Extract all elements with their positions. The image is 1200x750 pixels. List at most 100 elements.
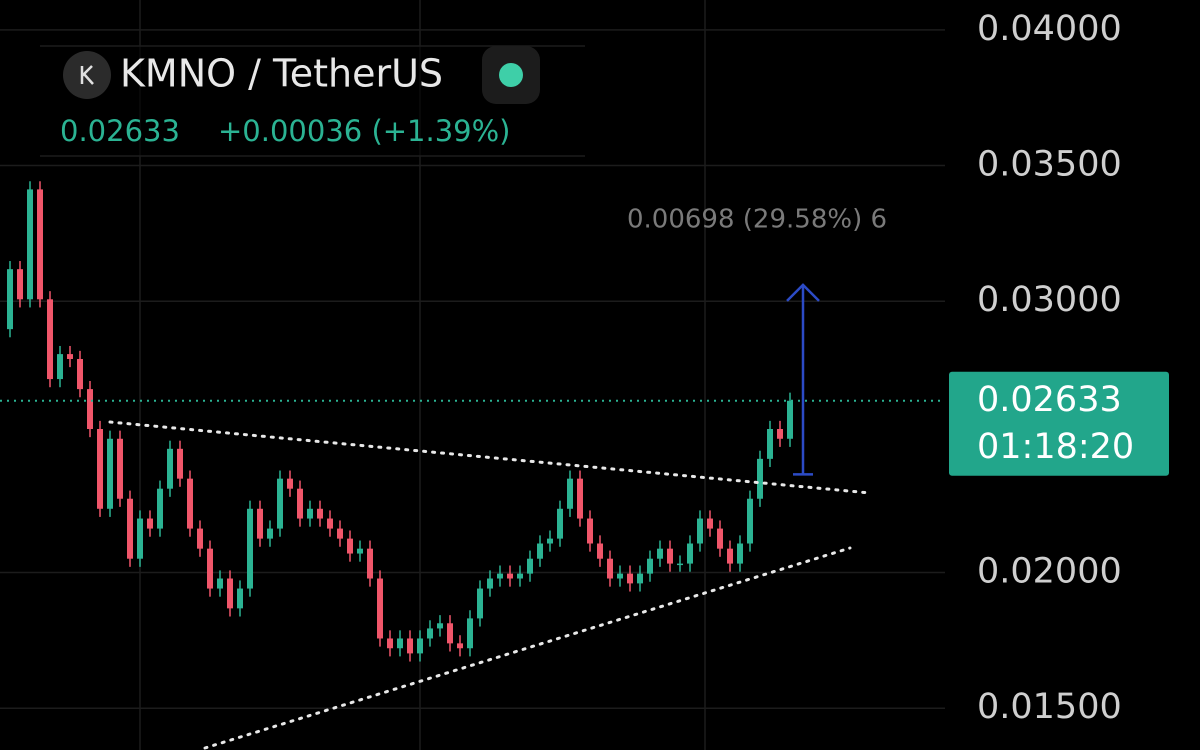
symbol-logo (63, 51, 111, 99)
candle-body (497, 573, 503, 579)
candle-body (477, 588, 483, 619)
candle-body (697, 518, 703, 544)
candle-body (727, 548, 733, 564)
candle-body (547, 538, 553, 544)
candle-body (227, 578, 233, 609)
candle-body (237, 588, 243, 609)
candle-body (27, 189, 33, 300)
candle-body (47, 299, 53, 380)
candle-body (667, 548, 673, 564)
candle-body (567, 478, 573, 509)
symbol-logo-glyph (80, 65, 94, 85)
y-tick-label: 0.04000 (977, 9, 1122, 49)
candle-body (317, 508, 323, 519)
candle-body (207, 548, 213, 589)
candle-body (97, 428, 103, 509)
candle-body (357, 548, 363, 554)
measure-arrowhead (786, 283, 820, 302)
symbol-title: KMNO / TetherUS (120, 52, 443, 96)
candle-body (407, 638, 413, 654)
price-change: +0.00036 (+1.39%) (218, 114, 511, 148)
price-axis: 0.04000 0.03500 0.03000 0.02000 0.01500 0.026… (949, 9, 1169, 727)
candle-body (177, 448, 183, 479)
candle-body (647, 558, 653, 574)
candle-body (507, 573, 513, 579)
candle-body (37, 189, 43, 300)
candle-body (447, 623, 453, 644)
candle-body (737, 543, 743, 564)
candle-body (387, 638, 393, 649)
candle-body (67, 354, 73, 359)
candle-body (707, 518, 713, 529)
candle-body (87, 389, 93, 429)
candle-body (437, 623, 443, 629)
candle-body (127, 498, 133, 559)
candle-body (367, 548, 373, 579)
price-tag (949, 371, 1169, 476)
candle-body (597, 543, 603, 559)
candle-body (417, 638, 423, 654)
candle-body (757, 458, 763, 499)
candle-body (577, 478, 583, 519)
candle-body (487, 578, 493, 589)
y-tick-label: 0.01500 (977, 687, 1122, 727)
candle-body (557, 508, 563, 539)
candle-body (617, 573, 623, 579)
candle-body (297, 488, 303, 519)
candle-body (247, 508, 253, 589)
candle-body (277, 478, 283, 529)
candle-body (637, 573, 643, 584)
candle-body (607, 558, 613, 579)
last-price: 0.02633 (60, 114, 180, 148)
measure-label: 0.00698 (29.58%) 6 (627, 205, 887, 235)
candle-body (587, 518, 593, 544)
trendlines (108, 420, 872, 750)
candle-body (7, 269, 13, 330)
candle-body (57, 354, 63, 380)
candle-body (397, 638, 403, 649)
candle-body (657, 548, 663, 559)
candle-body (517, 573, 523, 579)
status-dot (499, 63, 523, 87)
header: KMNO / TetherUS 0.02633 +0.00036 (+1.39%… (40, 45, 585, 157)
candle-body (777, 428, 783, 439)
price-tag-value: 0.02633 (977, 380, 1122, 420)
candle-body (457, 643, 463, 649)
candle-body (347, 538, 353, 554)
overlay: 0.00698 (29.58%) 6 (0, 205, 945, 476)
candle-body (627, 573, 633, 584)
candle-body (137, 518, 143, 559)
candle-body (687, 543, 693, 564)
candle-body (107, 438, 113, 509)
candle-body (677, 563, 683, 566)
candle-body (307, 508, 313, 519)
y-tick-label: 0.03500 (977, 145, 1122, 185)
trendline-upper (108, 420, 872, 495)
candles (7, 181, 793, 662)
candle-body (187, 478, 193, 529)
candle-body (767, 428, 773, 459)
candle-body (77, 358, 83, 390)
candle-body (167, 448, 173, 489)
candle-body (217, 578, 223, 589)
candle-body (117, 438, 123, 499)
candle-body (257, 508, 263, 539)
candle-body (527, 558, 533, 574)
candle-body (427, 628, 433, 639)
candle-body (197, 528, 203, 549)
y-tick-label: 0.03000 (977, 280, 1122, 320)
candle-body (537, 543, 543, 559)
candle-body (377, 578, 383, 639)
candle-body (157, 488, 163, 529)
candle-body (717, 528, 723, 549)
y-tick-label: 0.02000 (977, 552, 1122, 592)
candle-body (17, 269, 23, 300)
candle-body (467, 618, 473, 649)
price-tag-countdown: 01:18:20 (977, 427, 1134, 467)
candle-body (147, 518, 153, 529)
candle-body (747, 498, 753, 544)
candle-body (787, 400, 793, 439)
candle-body (287, 478, 293, 489)
candle-body (267, 528, 273, 539)
